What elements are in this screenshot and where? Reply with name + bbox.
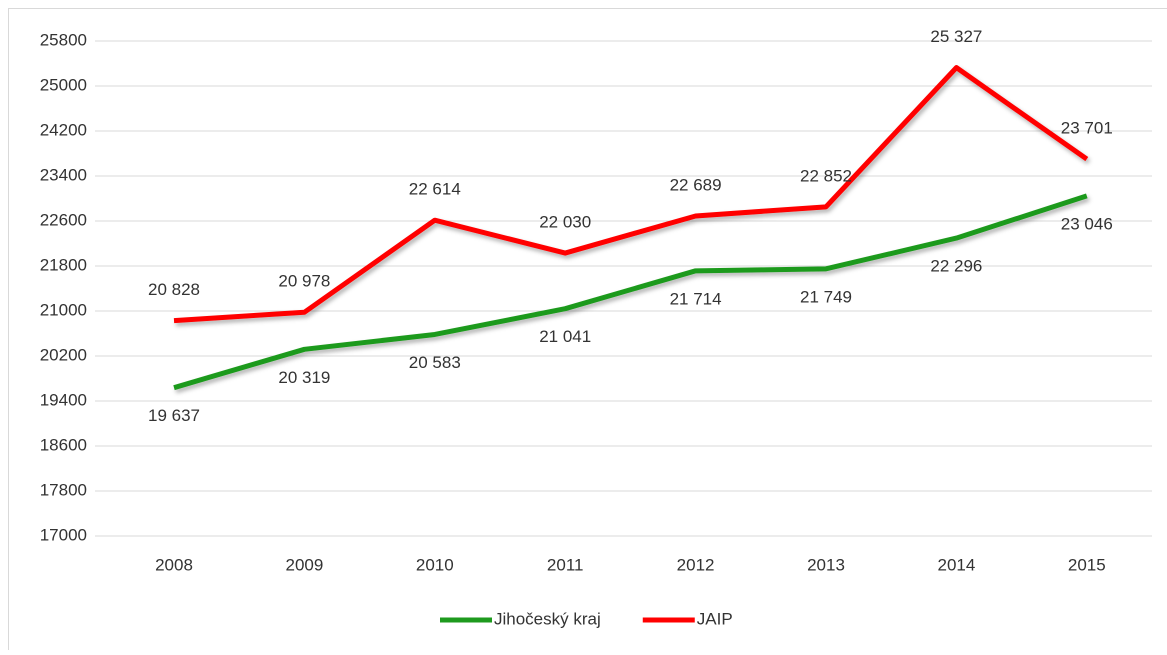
y-tick-label: 18600 — [40, 435, 87, 454]
x-tick-label: 2010 — [416, 555, 454, 574]
data-label: 25 327 — [930, 27, 982, 46]
data-label: 21 714 — [670, 289, 722, 308]
x-tick-label: 2012 — [677, 555, 715, 574]
y-tick-label: 25000 — [40, 75, 87, 94]
data-label: 20 319 — [278, 368, 330, 387]
data-label: 23 701 — [1061, 119, 1113, 138]
data-label: 22 296 — [930, 257, 982, 276]
y-tick-label: 17000 — [40, 525, 87, 544]
y-tick-label: 22600 — [40, 210, 87, 229]
y-tick-label: 17800 — [40, 480, 87, 499]
data-label: 20 583 — [409, 353, 461, 372]
data-label: 22 689 — [670, 175, 722, 194]
x-tick-label: 2014 — [937, 555, 975, 574]
data-label: 21 749 — [800, 287, 852, 306]
data-label: 22 852 — [800, 166, 852, 185]
data-label: 22 614 — [409, 180, 461, 199]
y-tick-label: 19400 — [40, 390, 87, 409]
legend-label: JAIP — [697, 609, 733, 628]
x-tick-label: 2015 — [1068, 555, 1106, 574]
y-tick-label: 21000 — [40, 300, 87, 319]
y-tick-label: 21800 — [40, 255, 87, 274]
data-label: 21 041 — [539, 327, 591, 346]
y-tick-label: 20200 — [40, 345, 87, 364]
y-tick-label: 24200 — [40, 120, 87, 139]
data-label: 22 030 — [539, 213, 591, 232]
x-tick-label: 2013 — [807, 555, 845, 574]
data-label: 20 978 — [278, 272, 330, 291]
x-tick-label: 2011 — [547, 555, 584, 574]
y-tick-label: 23400 — [40, 165, 87, 184]
data-label: 23 046 — [1061, 214, 1113, 233]
x-tick-label: 2009 — [285, 555, 323, 574]
legend-label: Jihočeský kraj — [494, 609, 601, 628]
data-label: 19 637 — [148, 406, 200, 425]
x-tick-label: 2008 — [155, 555, 193, 574]
data-label: 20 828 — [148, 280, 200, 299]
y-tick-label: 25800 — [40, 30, 87, 49]
series-line — [174, 196, 1087, 388]
